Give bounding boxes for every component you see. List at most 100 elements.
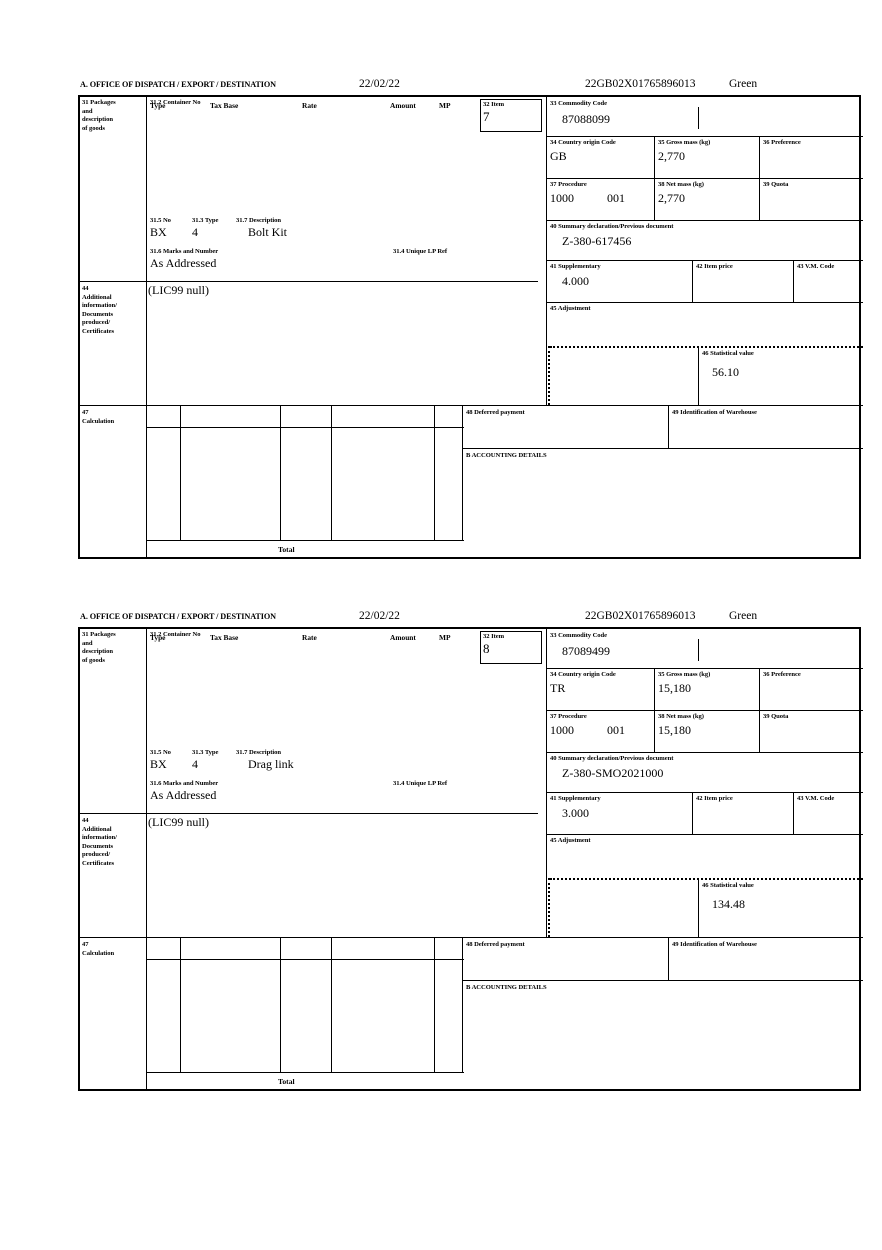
box31-6-marks-value[interactable]: As Addressed [150,788,217,802]
box36-label: 36 Preference [763,671,801,678]
calc-col-mp: MP [439,633,451,642]
dotted-divider-box45-left [548,878,550,937]
box35-value[interactable]: 2,770 [658,149,685,163]
box31-label: 31 Packages and description of goods [82,631,116,664]
divider-box34-box35 [654,136,655,178]
box33-value[interactable]: 87088099 [562,112,610,126]
calc-col-mp: MP [439,101,451,110]
box44-value[interactable]: (LIC99 null) [148,283,209,297]
divider-below-box37 [546,752,863,753]
box34-value[interactable]: GB [550,149,567,163]
divider-calc-header-bottom [146,959,464,960]
box46-value[interactable]: 56.10 [712,365,739,379]
box31-5-no-value[interactable]: BX [150,225,167,239]
box44-label: 44 Additional information/ Documents pro… [82,817,117,867]
box31-5-no-label: 31.5 No [150,749,171,756]
box32-label: 32 Item [483,101,505,108]
box37-value[interactable]: 1000 [550,191,574,205]
box38-value[interactable]: 15,180 [658,723,691,737]
divider-calc-taxbase [280,405,281,540]
box43-label: 43 V.M. Code [797,263,835,270]
divider-calc-type [180,937,181,1072]
box41-value[interactable]: 3.000 [562,806,589,820]
box37-value[interactable]: 1000 [550,723,574,737]
box35-label: 35 Gross mass (kg) [658,671,711,678]
box31-3-type-label: 31.3 Type [192,749,219,756]
office-of-dispatch-label: A. OFFICE OF DISPATCH / EXPORT / DESTINA… [80,80,276,89]
form-header: A. OFFICE OF DISPATCH / EXPORT / DESTINA… [78,78,861,97]
box41-label: 41 Supplementary [550,263,601,270]
box40-label: 40 Summary declaration/Previous document [550,755,674,762]
box31-6-marks-value[interactable]: As Addressed [150,256,217,270]
boxB-label: B ACCOUNTING DETAILS [466,452,547,459]
divider-box31-left [146,629,147,937]
box40-value[interactable]: Z-380-SMO2021000 [562,766,664,780]
divider-box42-box43 [793,260,794,302]
lane-colour: Green [729,78,758,90]
divider-above-box44 [80,281,538,282]
box35-label: 35 Gross mass (kg) [658,139,711,146]
box41-value[interactable]: 4.000 [562,274,589,288]
box34-label: 34 Country origin Code [550,139,616,146]
box32-value: 8 [483,641,490,656]
box46-label: 46 Statistical value [702,882,754,889]
divider-box41-box42 [692,792,693,834]
divider-box38-box39 [759,178,760,220]
divider-box34-box35 [654,668,655,710]
box31-6-marks-label: 31.6 Marks and Number [150,780,219,787]
box37-value2[interactable]: 001 [607,191,625,205]
box33-label: 33 Commodity Code [550,100,608,107]
box37-label: 37 Procedure [550,713,587,720]
box31-7-description-label: 31.7 Description [236,749,281,756]
box38-value[interactable]: 2,770 [658,191,685,205]
mrn-number: 22GB02X01765896013 [585,78,696,90]
form-header: A. OFFICE OF DISPATCH / EXPORT / DESTINA… [78,610,861,629]
divider-box48-box49 [668,937,669,980]
divider-below-box41 [546,834,863,835]
box31-5-no-value[interactable]: BX [150,757,167,771]
divider-below-box33 [546,668,863,669]
divider-calc-header-bottom [146,427,464,428]
box31-7-description-value[interactable]: Bolt Kit [248,225,288,239]
box49-label: 49 Identification of Warehouse [672,409,757,416]
box35-value[interactable]: 15,180 [658,681,691,695]
box31-5-no-label: 31.5 No [150,217,171,224]
divider-right-column [546,97,547,405]
divider-calc-mp [462,405,463,540]
divider-calc-rate [331,937,332,1072]
dotted-divider-box45-bottom [550,878,863,880]
box44-value[interactable]: (LIC99 null) [148,815,209,829]
box49-label: 49 Identification of Warehouse [672,941,757,948]
divider-box42-box43 [793,792,794,834]
divider-below-box34 [546,178,863,179]
divider-calc-amount [434,937,435,1072]
box31-3-type-value[interactable]: 4 [192,225,198,239]
divider-below-box33 [546,136,863,137]
dotted-divider-box45-left [548,346,550,405]
box40-value[interactable]: Z-380-617456 [562,234,632,248]
divider-below-box41 [546,302,863,303]
divider-calc-amount [434,405,435,540]
box31-7-description-value[interactable]: Drag link [248,757,294,771]
box34-value[interactable]: TR [550,681,566,695]
box32-item[interactable]: 32 Item 7 [480,99,542,132]
box40-label: 40 Summary declaration/Previous document [550,223,674,230]
box45-label: 45 Adjustment [550,837,591,844]
box45-label: 45 Adjustment [550,305,591,312]
box37-value2[interactable]: 001 [607,723,625,737]
box31-3-type-value[interactable]: 4 [192,757,198,771]
declaration-date: 22/02/22 [359,610,400,622]
box32-item[interactable]: 32 Item 8 [480,631,542,664]
box36-label: 36 Preference [763,139,801,146]
box46-value[interactable]: 134.48 [712,897,745,911]
box31-3-type-label: 31.3 Type [192,217,219,224]
form-body: 31 Packages and description of goods 31.… [78,97,863,559]
divider-box35-box36 [759,668,760,710]
divider-below-box34 [546,710,863,711]
box43-label: 43 V.M. Code [797,795,835,802]
divider-below-box40 [546,260,863,261]
box33-value[interactable]: 87089499 [562,644,610,658]
box48-label: 48 Deferred payment [466,409,525,416]
box31-2-container-label: 31.2 Container No [150,631,201,638]
box42-label: 42 Item price [696,795,733,802]
